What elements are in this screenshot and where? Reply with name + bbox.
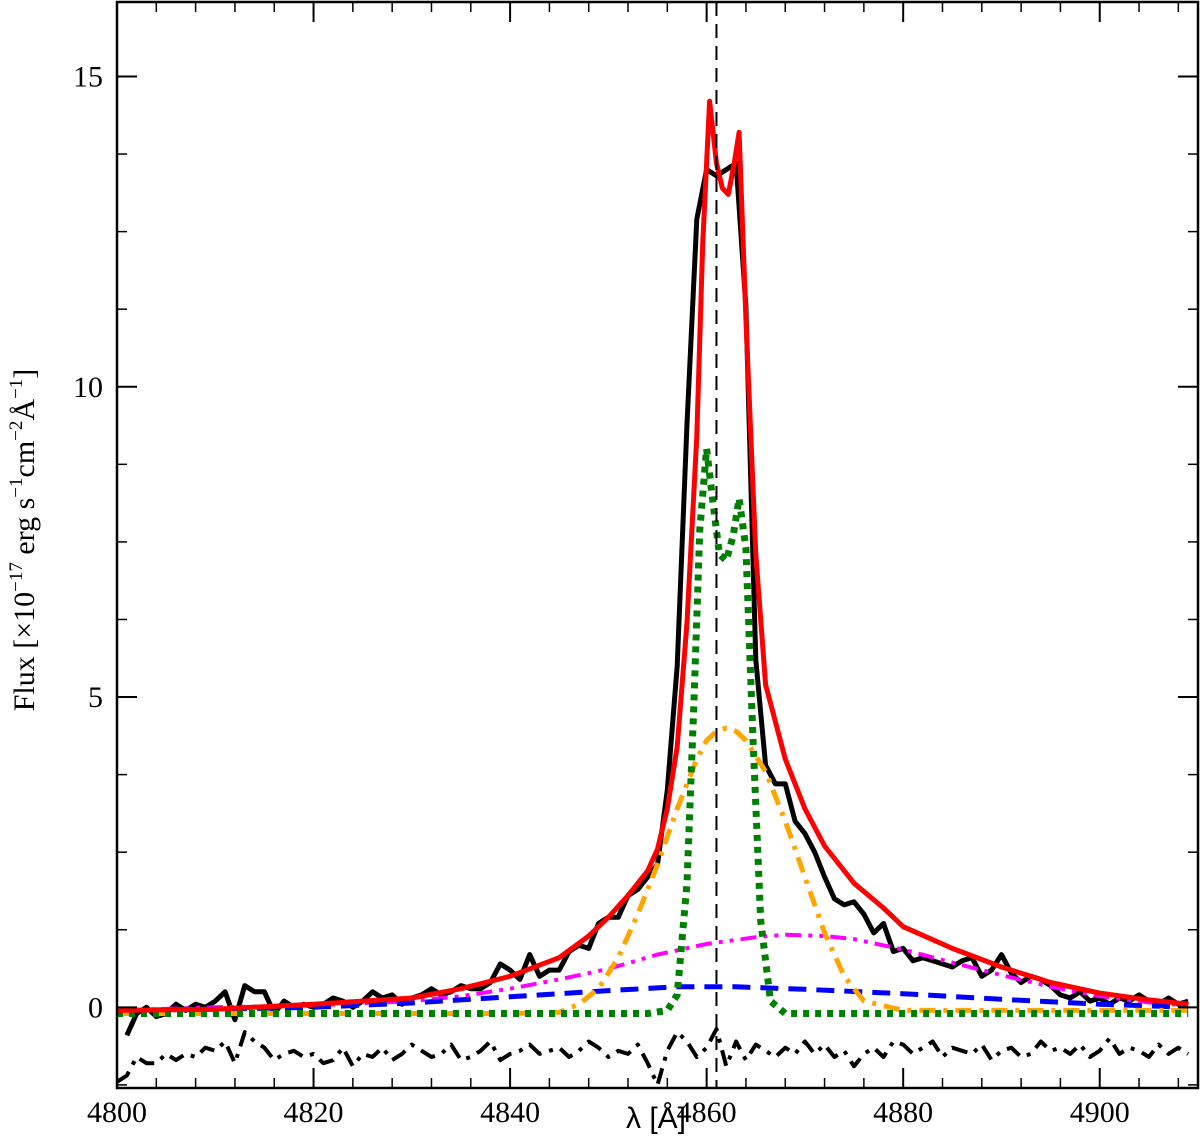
x-axis-title: λ [Å] xyxy=(626,1102,686,1135)
x-tick-label: 4900 xyxy=(1070,1096,1130,1129)
x-tick-label: 4840 xyxy=(480,1096,540,1129)
series-line-6 xyxy=(116,98,1189,1013)
series-line-1 xyxy=(124,160,1189,1037)
x-tick-label: 4860 xyxy=(677,1096,737,1129)
axis-ticks xyxy=(116,2,1198,1088)
plot-frame xyxy=(115,0,1200,1090)
series-line-4 xyxy=(117,725,1189,1016)
y-tick-label: 5 xyxy=(88,681,103,714)
series-line-7 xyxy=(115,1027,1190,1087)
x-tick-label: 4800 xyxy=(87,1096,147,1129)
tick-labels: 4800 4820 4840 4860 4880 4900 0 5 10 15 xyxy=(73,60,1130,1129)
series-line-5 xyxy=(117,445,1189,1017)
y-tick-label: 15 xyxy=(73,60,103,93)
series-line-2 xyxy=(116,932,1189,1013)
y-tick-label: 10 xyxy=(73,371,103,404)
x-tick-label: 4820 xyxy=(284,1096,344,1129)
y-axis-title: Flux [×10−17 erg s−1cm−2Å−1] xyxy=(6,369,41,712)
series-layer xyxy=(115,98,1190,1087)
y-tick-label: 0 xyxy=(88,991,103,1024)
x-tick-label: 4880 xyxy=(873,1096,933,1129)
